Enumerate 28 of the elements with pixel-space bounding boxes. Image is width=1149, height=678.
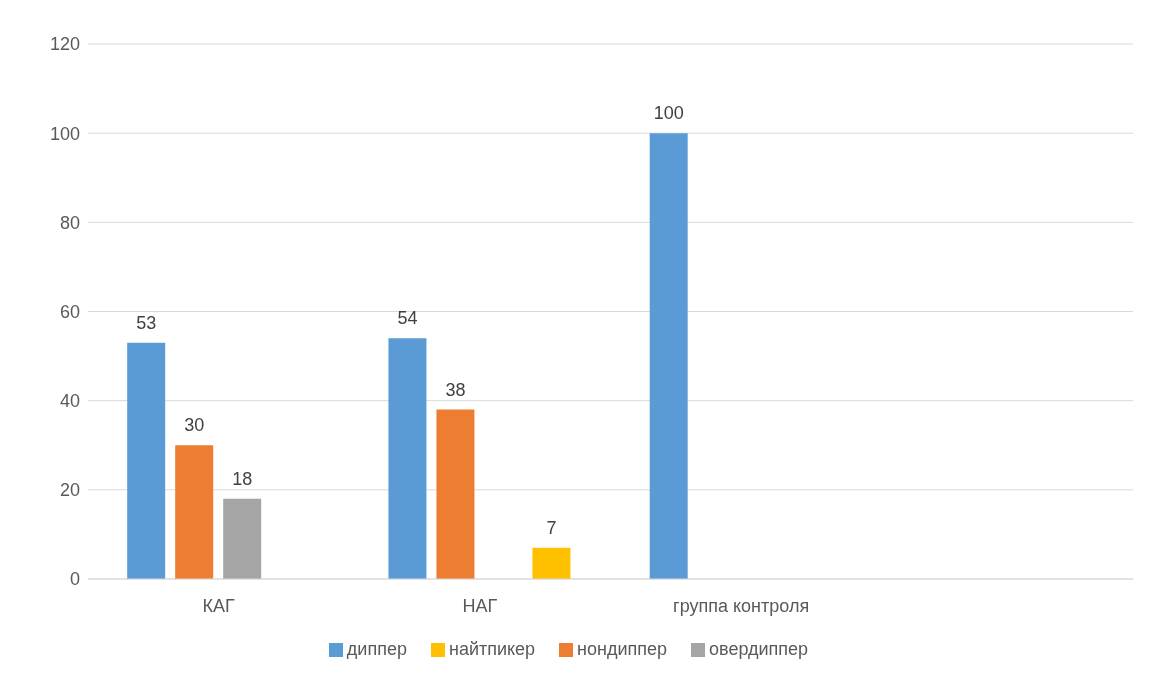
data-label: 53 — [136, 312, 157, 333]
legend-label: овердиппер — [709, 639, 809, 659]
legend-label: нондиппер — [577, 639, 668, 659]
bar — [127, 342, 166, 579]
y-tick-label: 0 — [69, 569, 80, 590]
data-label: 30 — [184, 415, 205, 436]
data-label: 54 — [397, 308, 418, 329]
bar — [223, 498, 262, 579]
bar — [649, 133, 688, 579]
bar — [388, 338, 427, 579]
legend-label: диппер — [346, 639, 407, 659]
data-label: 7 — [546, 517, 557, 538]
y-tick-label: 80 — [59, 212, 80, 233]
y-tick-label: 40 — [59, 391, 80, 412]
y-tick-label: 60 — [59, 301, 80, 322]
bar — [175, 445, 214, 579]
bar — [532, 547, 571, 579]
x-tick-label: группа контроля — [673, 595, 810, 616]
bar — [436, 409, 475, 579]
y-tick-label: 20 — [59, 480, 80, 501]
y-tick-label: 120 — [49, 34, 80, 55]
data-label: 18 — [232, 468, 253, 489]
y-tick-label: 100 — [49, 123, 80, 144]
data-label: 38 — [445, 379, 466, 400]
legend-label: найтпикер — [448, 639, 536, 659]
x-tick-label: НАГ — [462, 595, 498, 616]
data-label: 100 — [653, 103, 684, 124]
x-tick-label: КАГ — [202, 595, 235, 616]
